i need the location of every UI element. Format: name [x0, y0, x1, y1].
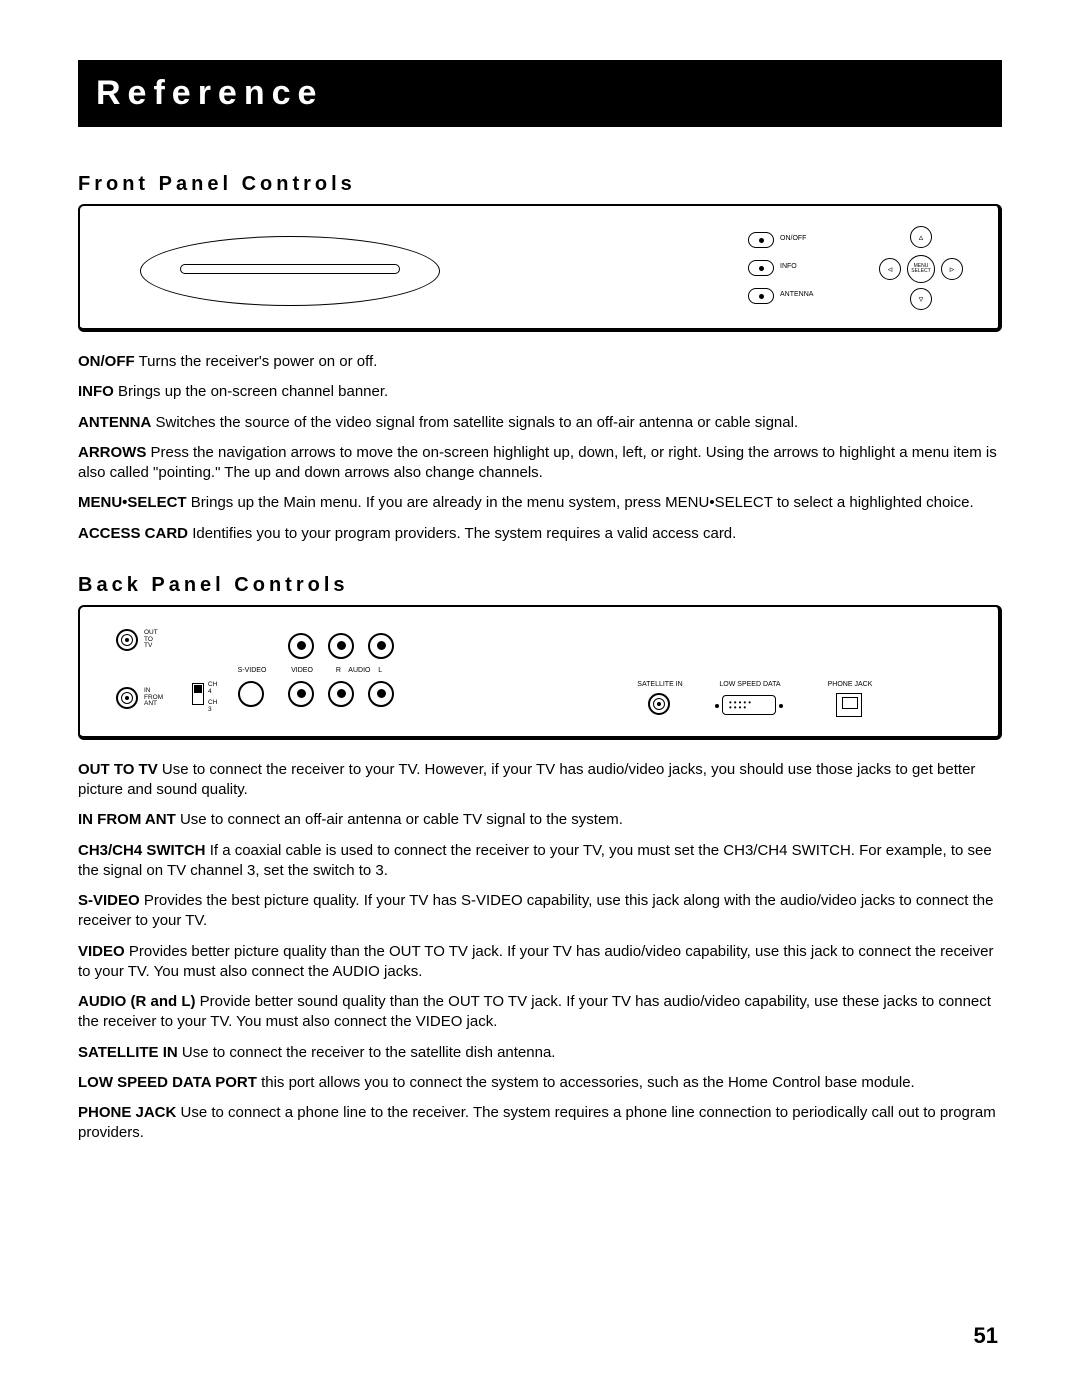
definition-term: ON/OFF	[78, 353, 135, 370]
front-definitions: ON/OFF Turns the receiver's power on or …	[78, 352, 1002, 544]
menu-select-button-icon: MENU SELECT	[907, 255, 935, 283]
low-speed-data-label: LOW SPEED DATA	[719, 681, 780, 688]
definition-text: this port allows you to connect the syst…	[261, 1074, 915, 1091]
definition-text: Provides better picture quality than the…	[78, 943, 993, 980]
arrow-left-icon: ◃	[879, 258, 901, 280]
definition-term: ACCESS CARD	[78, 525, 188, 542]
menu-select-label: MENU SELECT	[911, 264, 930, 274]
front-panel-diagram: ON/OFF INFO ANTENNA ▵ ◃ MENU SELECT ▹ ▿	[78, 204, 1002, 332]
definition-term: OUT TO TV	[78, 761, 158, 778]
definition-text: Identifies you to your program providers…	[192, 525, 736, 542]
onoff-button-icon	[748, 232, 774, 248]
definition-text: Switches the source of the video signal …	[156, 414, 799, 431]
definition-item: S-VIDEO Provides the best picture qualit…	[78, 891, 1002, 932]
definition-item: ACCESS CARD Identifies you to your progr…	[78, 524, 1002, 544]
audio-r-top-icon	[328, 633, 354, 659]
definition-text: Press the navigation arrows to move the …	[78, 444, 997, 481]
definition-item: VIDEO Provides better picture quality th…	[78, 942, 1002, 983]
video-rca-bottom-icon	[288, 681, 314, 707]
ch3-label: CH 3	[208, 699, 217, 713]
in-from-ant-label: IN FROM ANT	[144, 688, 163, 708]
definition-item: ANTENNA Switches the source of the video…	[78, 413, 1002, 433]
info-label: INFO	[780, 263, 797, 270]
definition-term: VIDEO	[78, 943, 125, 960]
phone-jack-icon	[836, 693, 862, 717]
definition-item: AUDIO (R and L) Provide better sound qua…	[78, 992, 1002, 1033]
definition-text: Use to connect the receiver to your TV. …	[78, 761, 975, 798]
back-definitions: OUT TO TV Use to connect the receiver to…	[78, 760, 1002, 1144]
front-controls-cluster: ON/OFF INFO ANTENNA ▵ ◃ MENU SELECT ▹ ▿	[748, 226, 968, 316]
page-header: Reference	[78, 60, 1002, 127]
antenna-button-icon	[748, 288, 774, 304]
definition-item: CH3/CH4 SWITCH If a coaxial cable is use…	[78, 841, 1002, 882]
satellite-in-label: SATELLITE IN	[637, 681, 682, 688]
in-from-ant-jack-icon	[116, 687, 138, 709]
back-panel-diagram: OUT TO TV IN FROM ANT CH 4 CH 3 S-VIDEO …	[78, 605, 1002, 740]
definition-item: ARROWS Press the navigation arrows to mo…	[78, 443, 1002, 484]
definition-term: SATELLITE IN	[78, 1044, 178, 1061]
definition-item: INFO Brings up the on-screen channel ban…	[78, 382, 1002, 402]
definition-text: Use to connect a phone line to the recei…	[78, 1104, 996, 1141]
arrow-right-icon: ▹	[941, 258, 963, 280]
svideo-jack-icon	[238, 681, 264, 707]
ch4-label: CH 4	[208, 681, 217, 695]
onoff-label: ON/OFF	[780, 235, 806, 242]
definition-term: S-VIDEO	[78, 892, 140, 909]
definition-item: LOW SPEED DATA PORT this port allows you…	[78, 1073, 1002, 1093]
definition-text: Turns the receiver's power on or off.	[139, 353, 378, 370]
data-port-icon: •••••••••	[722, 695, 776, 715]
definition-term: AUDIO (R and L)	[78, 993, 196, 1010]
audio-l-top-icon	[368, 633, 394, 659]
out-to-tv-label: OUT TO TV	[144, 630, 158, 650]
out-to-tv-jack-icon	[116, 629, 138, 651]
front-section-title: Front Panel Controls	[78, 173, 1002, 196]
video-label: VIDEO	[291, 667, 313, 674]
back-section-title: Back Panel Controls	[78, 574, 1002, 597]
definition-term: CH3/CH4 SWITCH	[78, 842, 206, 859]
audio-label: R AUDIO L	[336, 667, 382, 674]
ch3-ch4-switch-icon	[192, 683, 204, 705]
definition-term: INFO	[78, 383, 114, 400]
phone-jack-label: PHONE JACK	[828, 681, 873, 688]
card-slot	[180, 264, 400, 274]
video-rca-top-icon	[288, 633, 314, 659]
page-title: Reference	[96, 74, 984, 113]
arrow-cluster: ▵ ◃ MENU SELECT ▹ ▿	[873, 226, 968, 312]
definition-text: Use to connect the receiver to the satel…	[182, 1044, 556, 1061]
definition-text: If a coaxial cable is used to connect th…	[78, 842, 992, 879]
definition-item: PHONE JACK Use to connect a phone line t…	[78, 1103, 1002, 1144]
definition-term: PHONE JACK	[78, 1104, 176, 1121]
arrow-down-icon: ▿	[910, 288, 932, 310]
definition-term: ANTENNA	[78, 414, 151, 431]
definition-text: Provide better sound quality than the OU…	[78, 993, 991, 1030]
info-button-icon	[748, 260, 774, 276]
definition-text: Brings up the Main menu. If you are alre…	[191, 494, 974, 511]
svideo-label: S-VIDEO	[238, 667, 267, 674]
arrow-up-icon: ▵	[910, 226, 932, 248]
definition-text: Use to connect an off-air antenna or cab…	[180, 811, 623, 828]
definition-term: ARROWS	[78, 444, 146, 461]
definition-item: IN FROM ANT Use to connect an off-air an…	[78, 810, 1002, 830]
definition-text: Provides the best picture quality. If yo…	[78, 892, 993, 929]
definition-item: SATELLITE IN Use to connect the receiver…	[78, 1043, 1002, 1063]
definition-item: MENU•SELECT Brings up the Main menu. If …	[78, 493, 1002, 513]
definition-term: IN FROM ANT	[78, 811, 176, 828]
page-number: 51	[974, 1323, 998, 1349]
audio-l-bottom-icon	[368, 681, 394, 707]
antenna-label: ANTENNA	[780, 291, 813, 298]
definition-term: LOW SPEED DATA PORT	[78, 1074, 257, 1091]
audio-r-bottom-icon	[328, 681, 354, 707]
definition-term: MENU•SELECT	[78, 494, 187, 511]
satellite-in-jack-icon	[648, 693, 670, 715]
definition-item: OUT TO TV Use to connect the receiver to…	[78, 760, 1002, 801]
definition-text: Brings up the on-screen channel banner.	[118, 383, 388, 400]
definition-item: ON/OFF Turns the receiver's power on or …	[78, 352, 1002, 372]
